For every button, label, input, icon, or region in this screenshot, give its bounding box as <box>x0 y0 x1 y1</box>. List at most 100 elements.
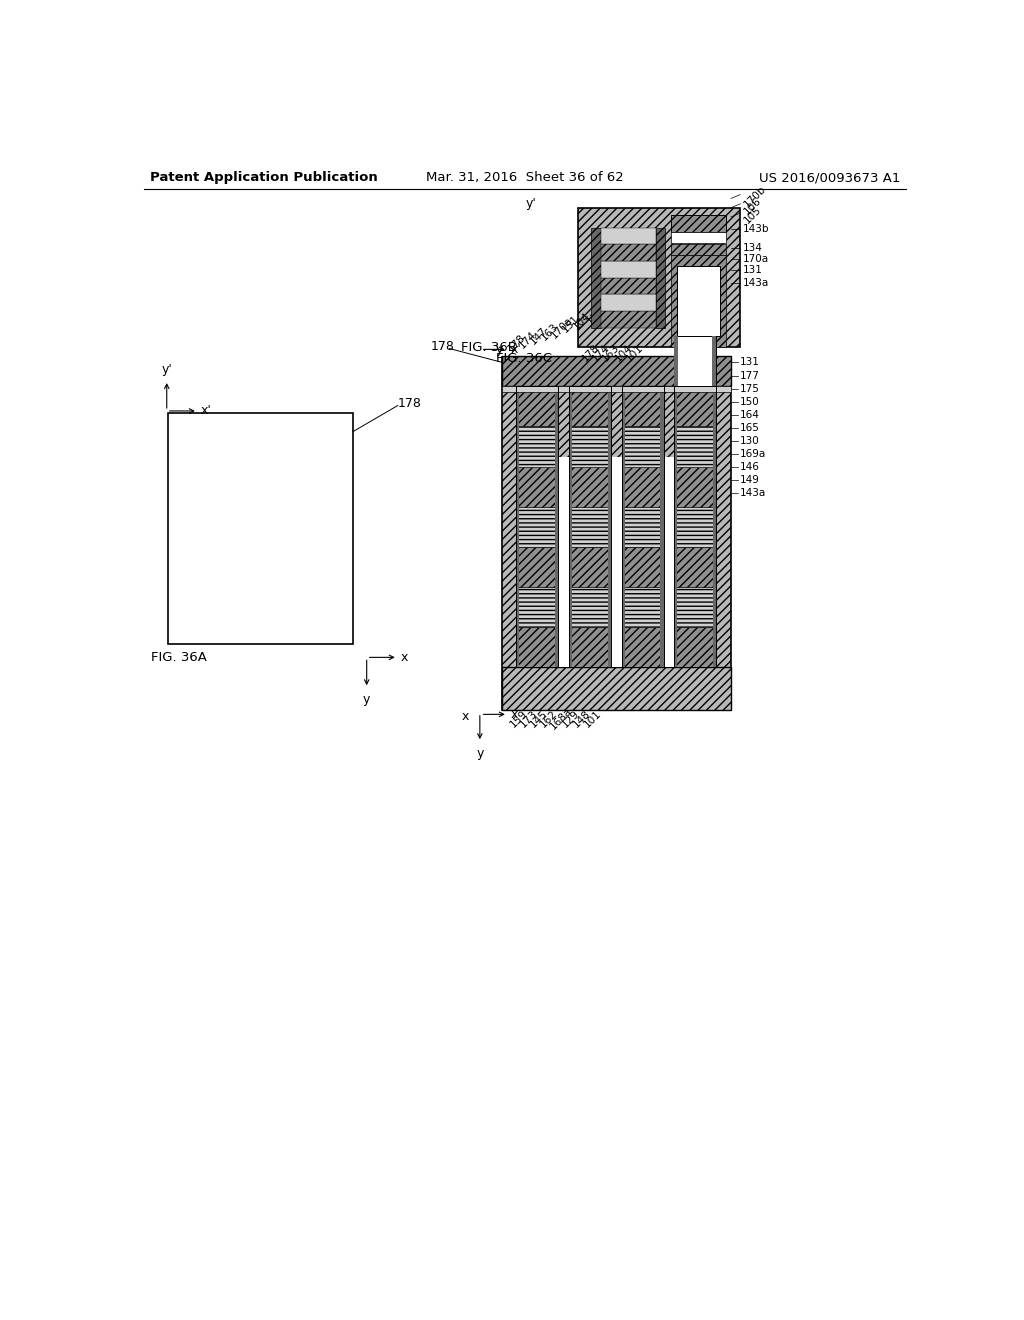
Text: 130: 130 <box>740 436 760 446</box>
Bar <box>516 387 558 426</box>
Text: 143b: 143b <box>742 224 769 234</box>
Bar <box>607 387 611 668</box>
Text: y': y' <box>162 363 172 376</box>
Text: 150: 150 <box>740 397 760 407</box>
Text: FIG. 36A: FIG. 36A <box>152 651 207 664</box>
Bar <box>569 507 611 546</box>
Bar <box>503 355 731 387</box>
Bar <box>569 467 611 507</box>
Text: 173: 173 <box>518 709 539 730</box>
Bar <box>675 426 716 467</box>
Text: 101: 101 <box>583 709 603 730</box>
Bar <box>672 215 726 231</box>
Text: 174: 174 <box>517 329 539 350</box>
Text: 143a: 143a <box>742 279 769 288</box>
Bar <box>622 627 664 668</box>
Text: 170b: 170b <box>742 183 768 210</box>
Text: 170a: 170a <box>550 315 575 341</box>
Bar <box>555 387 558 668</box>
Text: 175: 175 <box>740 384 760 393</box>
Bar <box>664 457 675 668</box>
Bar <box>713 337 716 387</box>
Text: y: y <box>496 343 504 356</box>
Bar <box>516 507 558 546</box>
Text: 162: 162 <box>538 709 559 730</box>
Text: 106: 106 <box>742 195 764 216</box>
Bar <box>622 426 664 467</box>
Bar <box>675 467 716 507</box>
Bar <box>660 387 664 668</box>
Bar <box>569 546 611 587</box>
Text: 163: 163 <box>600 342 622 363</box>
Text: 147: 147 <box>528 325 549 346</box>
Bar <box>672 255 726 347</box>
Text: 101: 101 <box>624 342 645 363</box>
Text: FIG. 36C: FIG. 36C <box>496 352 552 366</box>
Bar <box>592 228 601 327</box>
Bar <box>516 546 558 587</box>
Bar <box>569 587 611 627</box>
Text: y: y <box>476 747 483 760</box>
Text: 129: 129 <box>560 709 582 730</box>
Text: 164: 164 <box>740 409 760 420</box>
Bar <box>622 467 664 507</box>
Text: 131: 131 <box>586 305 606 326</box>
Bar <box>578 209 740 347</box>
Text: 163: 163 <box>539 321 560 342</box>
Text: 159: 159 <box>508 709 528 730</box>
Text: Mar. 31, 2016  Sheet 36 of 62: Mar. 31, 2016 Sheet 36 of 62 <box>426 172 624 185</box>
Bar <box>569 627 611 668</box>
Bar <box>516 387 558 668</box>
Text: 169a: 169a <box>740 449 767 459</box>
Bar <box>601 227 655 244</box>
Bar <box>672 244 726 255</box>
Bar <box>622 387 664 426</box>
Bar <box>569 387 611 668</box>
Bar <box>675 387 716 668</box>
Bar <box>611 457 622 668</box>
Bar <box>622 546 664 587</box>
Text: y: y <box>364 693 371 706</box>
Bar <box>516 467 558 507</box>
Text: 131: 131 <box>740 358 760 367</box>
Text: 104: 104 <box>571 310 592 331</box>
Text: x': x' <box>201 404 212 417</box>
Bar <box>601 312 655 327</box>
Text: 178: 178 <box>580 342 601 363</box>
Bar <box>713 387 716 668</box>
Bar <box>678 267 720 335</box>
Text: US 2016/0093673 A1: US 2016/0093673 A1 <box>759 172 900 185</box>
Bar <box>516 387 519 668</box>
Bar <box>516 426 558 467</box>
Bar <box>569 426 611 467</box>
Text: 168a: 168a <box>548 706 573 731</box>
Text: 178: 178 <box>430 339 454 352</box>
Bar <box>675 587 716 627</box>
Text: y': y' <box>525 197 537 210</box>
Bar <box>569 387 572 668</box>
Bar <box>503 668 731 710</box>
Text: 145: 145 <box>528 709 549 730</box>
Bar <box>675 627 716 668</box>
Bar <box>622 387 664 668</box>
Bar <box>601 277 655 294</box>
Text: x: x <box>461 710 469 723</box>
Text: 148: 148 <box>571 709 593 730</box>
Text: 174: 174 <box>590 342 611 363</box>
Bar <box>168 412 352 644</box>
Text: 131: 131 <box>742 265 763 275</box>
Bar <box>622 507 664 546</box>
Text: 151: 151 <box>560 314 582 335</box>
Text: x': x' <box>511 343 521 356</box>
Bar <box>675 337 716 387</box>
Bar <box>655 228 665 327</box>
Text: 105: 105 <box>742 205 764 226</box>
Bar <box>569 387 611 426</box>
Text: x: x <box>511 708 518 721</box>
Bar <box>672 231 726 243</box>
Bar <box>601 261 655 277</box>
Text: FIG. 36B: FIG. 36B <box>461 341 517 354</box>
Text: 177: 177 <box>740 371 760 380</box>
Bar <box>675 546 716 587</box>
Bar <box>503 387 731 392</box>
